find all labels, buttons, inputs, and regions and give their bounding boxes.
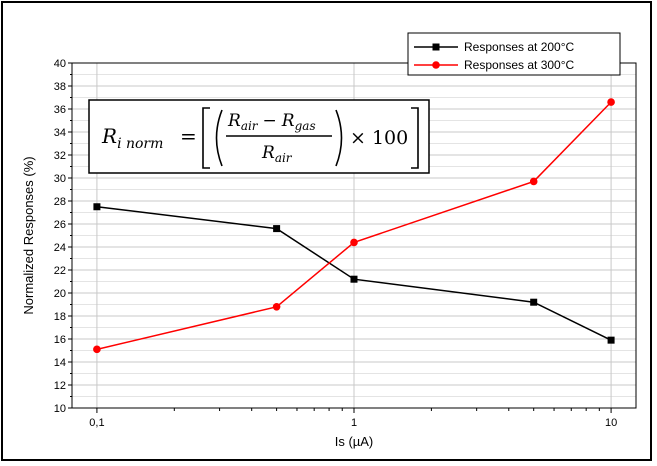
data-point-300c <box>529 177 538 186</box>
x-tick-label: 1 <box>351 417 357 429</box>
x-axis-title: Is (µA) <box>335 434 374 449</box>
data-point-300c <box>272 303 281 311</box>
formula-numerator: Rair − Rgas <box>227 111 316 133</box>
y-tick-label: 34 <box>54 127 66 139</box>
legend-box <box>407 32 621 76</box>
y-tick-label: 36 <box>54 104 66 116</box>
data-point-200c <box>607 336 615 344</box>
data-point-300c <box>350 238 358 247</box>
y-tick-label: 22 <box>54 265 66 277</box>
series-layer <box>93 98 615 354</box>
data-point-200c <box>93 203 101 211</box>
y-tick-label: 18 <box>54 311 66 323</box>
y-tick-label: 12 <box>54 380 66 392</box>
axis-ticks: 10 12 14 16 18 20 22 24 26 28 30 32 34 36 38 40 0,1 1 10 <box>54 58 617 429</box>
y-tick-label: 16 <box>54 334 66 346</box>
data-point-200c <box>350 275 358 283</box>
y-tick-label: 30 <box>54 173 66 185</box>
formula-bracket-left <box>202 107 210 169</box>
formula-bracket-right <box>411 107 419 169</box>
y-tick-label: 10 <box>54 403 66 415</box>
formula-denominator: Rair <box>261 143 293 165</box>
x-tick-label: 10 <box>605 417 617 429</box>
y-tick-label: 32 <box>54 150 66 162</box>
y-tick-label: 38 <box>54 81 66 93</box>
formula-paren-right <box>335 109 343 167</box>
legend-label-200c: Responses at 200°C <box>464 40 575 54</box>
chart-frame <box>1 1 652 461</box>
y-tick-label: 40 <box>54 58 66 70</box>
formula-paren-left <box>215 109 223 167</box>
formula-equals: = <box>180 124 197 148</box>
y-tick-label: 28 <box>54 196 66 208</box>
data-point-200c <box>530 298 538 306</box>
data-point-300c <box>607 98 615 106</box>
legend-marker-200c <box>432 43 440 51</box>
data-point-300c <box>93 345 101 354</box>
legend-marker-300c <box>432 61 440 69</box>
formula-box: Ri norm = Rair − Rgas Rair × 100 <box>88 99 430 174</box>
legend: Responses at 200°C Responses at 300°C <box>407 32 621 76</box>
y-tick-label: 14 <box>54 357 66 369</box>
formula-lhs: Ri norm <box>101 124 163 152</box>
legend-label-300c: Responses at 300°C <box>464 58 575 72</box>
y-tick-label: 26 <box>54 219 66 231</box>
y-tick-label: 24 <box>54 242 66 254</box>
x-tick-label: 0,1 <box>89 417 104 429</box>
y-axis-title: Normalized Responses (%) <box>21 156 36 314</box>
formula-times-100: × 100 <box>350 127 408 149</box>
data-point-200c <box>273 225 281 233</box>
y-tick-label: 20 <box>54 288 66 300</box>
